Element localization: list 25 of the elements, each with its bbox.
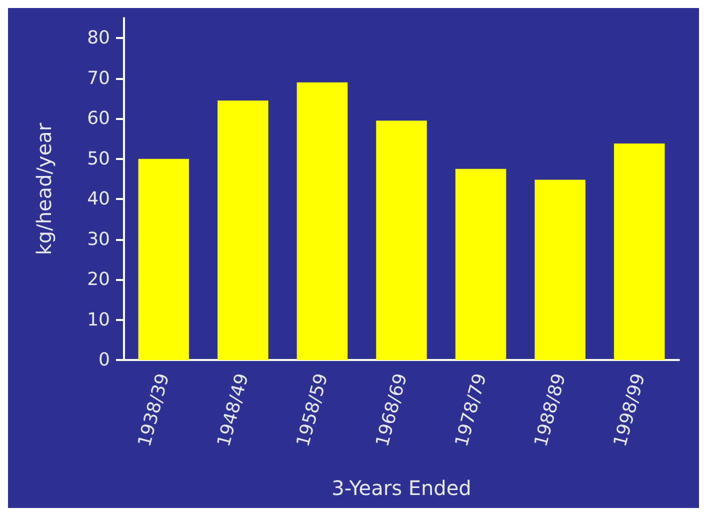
y-tick-label: 10 xyxy=(87,309,110,330)
y-tick-label: 50 xyxy=(87,148,110,170)
x-tick-label: 1938/39 xyxy=(134,371,174,449)
x-tick-label: 1958/59 xyxy=(292,371,332,449)
bar xyxy=(376,120,427,360)
x-tick-label: 1988/89 xyxy=(530,371,570,449)
bar xyxy=(138,158,190,360)
y-tick-label: 30 xyxy=(87,228,110,250)
x-axis-title: 3-Years Ended xyxy=(332,476,472,500)
bar xyxy=(614,144,665,360)
y-tick-label: 40 xyxy=(87,188,110,210)
y-tick-label: 20 xyxy=(87,269,110,290)
y-tick-label: 70 xyxy=(87,68,110,89)
bar xyxy=(218,100,268,360)
y-tick-label: 80 xyxy=(87,28,110,49)
bar xyxy=(296,82,348,360)
y-tick-label: 60 xyxy=(87,108,110,130)
x-tick-label: 1998/99 xyxy=(610,371,650,449)
y-tick-label: 0 xyxy=(98,350,110,370)
x-tick-label: 1968/69 xyxy=(372,371,412,449)
bar xyxy=(455,168,506,360)
bar xyxy=(534,180,586,360)
x-tick-label: 1978/79 xyxy=(451,371,491,449)
y-axis-title: kg/head/year xyxy=(32,122,56,256)
x-tick-label: 1948/49 xyxy=(213,371,254,449)
